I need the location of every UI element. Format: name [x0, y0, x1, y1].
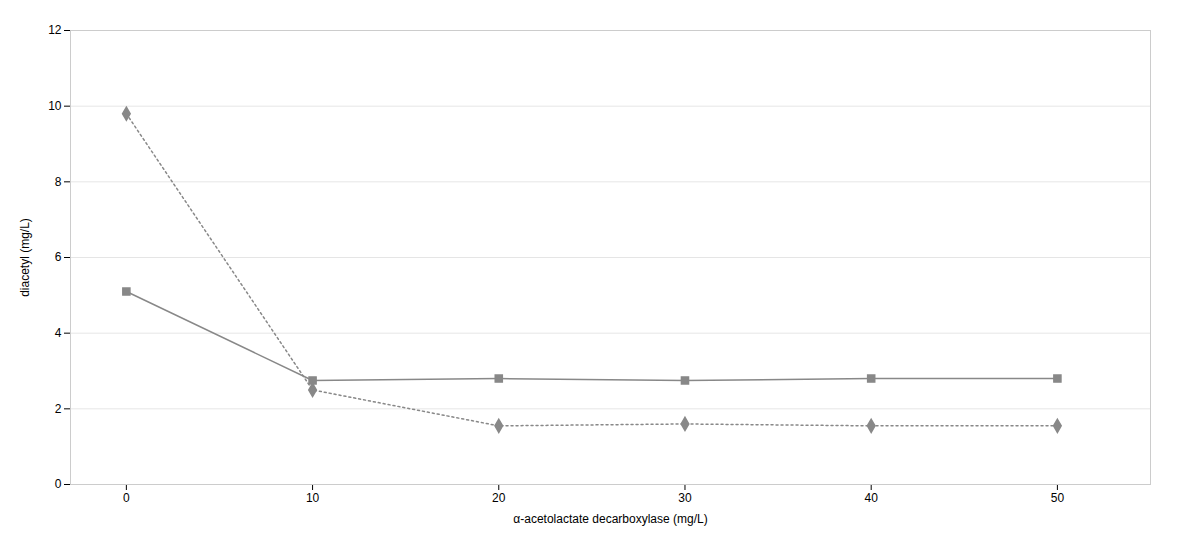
svg-text:20: 20 — [492, 491, 506, 505]
svg-text:40: 40 — [865, 491, 879, 505]
svg-text:6: 6 — [55, 250, 62, 264]
svg-text:2: 2 — [55, 402, 62, 416]
svg-text:10: 10 — [48, 99, 62, 113]
svg-text:10: 10 — [306, 491, 320, 505]
svg-text:30: 30 — [678, 491, 692, 505]
svg-text:50: 50 — [1051, 491, 1065, 505]
svg-text:α-acetolactate decarboxylase (: α-acetolactate decarboxylase (mg/L) — [513, 512, 707, 526]
svg-text:0: 0 — [55, 477, 62, 491]
svg-text:4: 4 — [55, 326, 62, 340]
svg-text:8: 8 — [55, 175, 62, 189]
svg-text:0: 0 — [123, 491, 130, 505]
svg-text:12: 12 — [48, 23, 62, 37]
svg-text:diacetyl (mg/L): diacetyl (mg/L) — [18, 218, 32, 297]
